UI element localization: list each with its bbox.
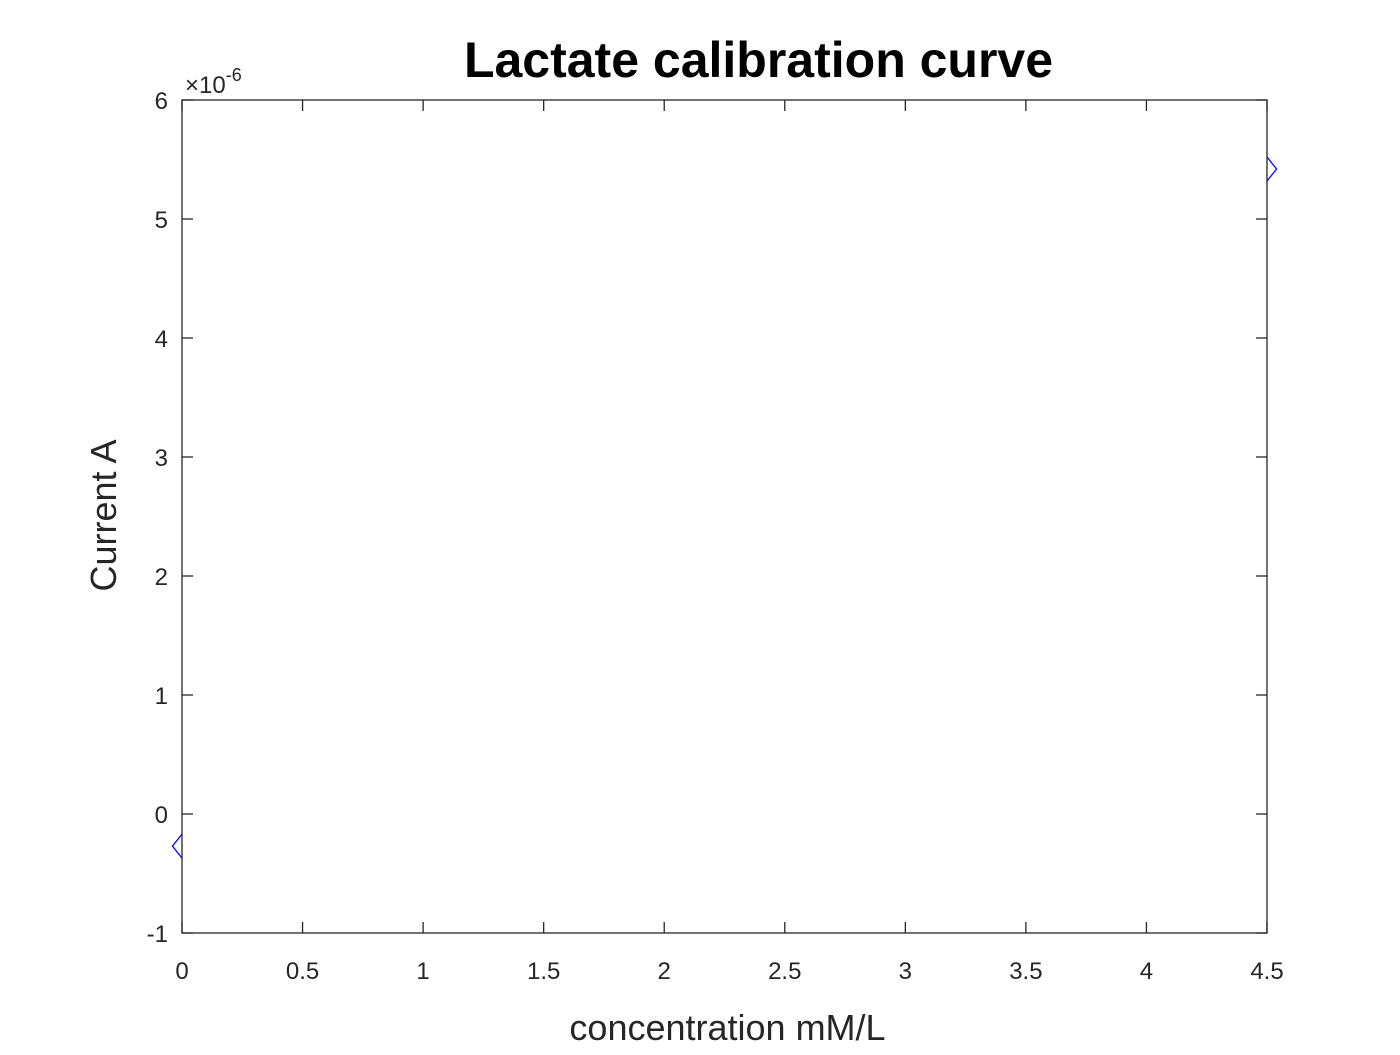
x-tick-label: 1 <box>416 958 429 985</box>
x-tick-label: 3 <box>899 958 912 985</box>
y-axis-exponent-power: -6 <box>226 65 242 85</box>
y-tick-label: 5 <box>155 207 168 234</box>
y-tick-label: 3 <box>155 445 168 472</box>
chart-title: Lactate calibration curve <box>464 32 1053 88</box>
plot-area-box <box>181 99 1268 934</box>
y-axis-exponent-base: ×10 <box>185 72 226 99</box>
x-tick-label: 1.5 <box>527 958 560 985</box>
x-tick-label: 4.5 <box>1250 958 1283 985</box>
x-axis-label: concentration mM/L <box>569 1007 885 1048</box>
y-tick-label: 2 <box>155 564 168 591</box>
y-tick-label: -1 <box>147 921 168 948</box>
x-tick-label: 3.5 <box>1009 958 1042 985</box>
y-axis-exponent-label: ×10-6 <box>185 65 242 99</box>
y-tick-label: 4 <box>155 326 168 353</box>
y-tick-label: 6 <box>155 88 168 115</box>
y-tick-label: 0 <box>155 802 168 829</box>
x-tick-label: 0 <box>175 958 188 985</box>
x-tick-label: 0.5 <box>286 958 319 985</box>
y-axis-label: Current A <box>83 439 124 591</box>
y-tick-label: 1 <box>155 683 168 710</box>
x-tick-label: 2.5 <box>768 958 801 985</box>
chart-axes-layer: 0 0.5 1 1.5 2 2.5 3 3.5 4 4.5 -1 0 1 2 3 4 5 6 <box>147 88 1284 985</box>
x-tick-label: 4 <box>1140 958 1153 985</box>
x-tick-label: 2 <box>658 958 671 985</box>
